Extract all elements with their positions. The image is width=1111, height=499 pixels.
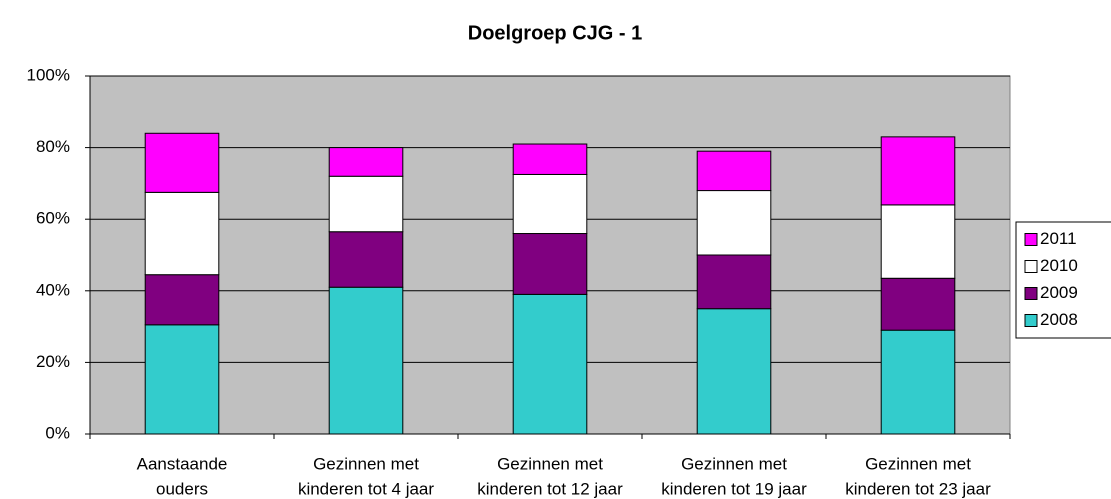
x-tick-label: kinderen tot 19 jaar	[661, 479, 807, 498]
legend-swatch	[1024, 314, 1038, 327]
bar-segment	[880, 136, 956, 206]
chart-title: Doelgroep CJG - 1	[468, 22, 642, 44]
bar-segment	[144, 324, 220, 435]
x-tick-label: Gezinnen met	[865, 454, 971, 473]
legend-swatch	[1024, 260, 1038, 273]
bar-segment	[880, 204, 956, 279]
bar-segment	[696, 150, 772, 192]
y-tick-label: 100%	[27, 65, 70, 84]
bar-segment	[144, 274, 220, 326]
bar-segment	[696, 308, 772, 435]
bar-segment	[512, 233, 588, 295]
legend-label: 2010	[1040, 256, 1078, 275]
legend-label: 2009	[1040, 283, 1078, 302]
bar-segment	[512, 173, 588, 235]
x-tick-label: Aanstaande	[137, 454, 228, 473]
y-tick-label: 60%	[36, 209, 70, 228]
y-tick-label: 80%	[36, 137, 70, 156]
bar-segment	[328, 175, 404, 233]
bar-segment	[880, 329, 956, 435]
bar-segment	[328, 147, 404, 177]
x-tick-label: Gezinnen met	[313, 454, 419, 473]
legend-label: 2008	[1040, 310, 1078, 329]
legend-swatch	[1024, 287, 1038, 300]
y-tick-label: 20%	[36, 352, 70, 371]
x-tick-label: Gezinnen met	[497, 454, 603, 473]
bar-segment	[144, 132, 220, 193]
bar-segment	[696, 190, 772, 256]
bar-segment	[696, 254, 772, 310]
bar-segment	[144, 191, 220, 276]
bar-segment	[512, 143, 588, 175]
legend-swatch	[1024, 233, 1038, 246]
x-tick-label: ouders	[156, 479, 208, 498]
y-tick-label: 0%	[45, 423, 70, 442]
bar-segment	[512, 293, 588, 435]
bar-segment	[880, 277, 956, 331]
x-tick-label: kinderen tot 23 jaar	[845, 479, 991, 498]
x-tick-label: kinderen tot 4 jaar	[298, 479, 434, 498]
x-tick-label: Gezinnen met	[681, 454, 787, 473]
legend-label: 2011	[1040, 229, 1077, 248]
x-tick-label: kinderen tot 12 jaar	[477, 479, 623, 498]
bar-segment	[328, 286, 404, 435]
bar-segment	[328, 231, 404, 288]
y-tick-label: 40%	[36, 280, 70, 299]
